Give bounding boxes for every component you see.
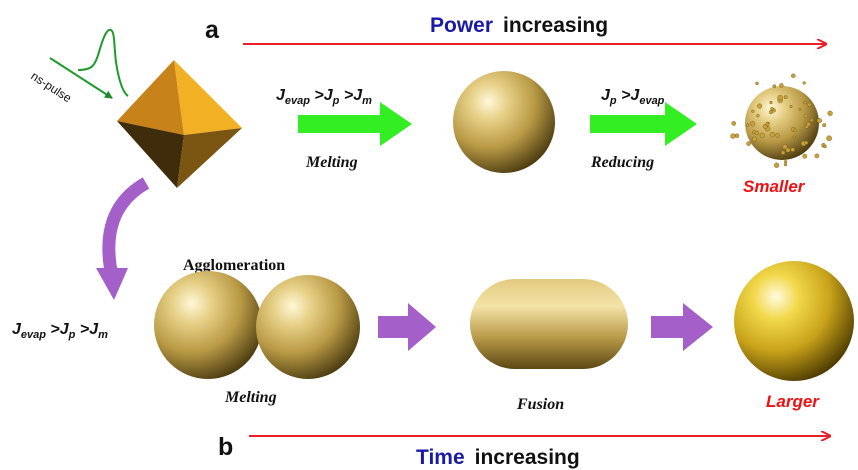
satellite-particle xyxy=(775,133,780,138)
fused-capsule xyxy=(470,279,628,369)
step-b-fusion: Fusion xyxy=(516,396,564,413)
satellite-particle xyxy=(754,130,759,136)
purple-arrow-1 xyxy=(378,303,436,351)
satellite-particle xyxy=(756,114,760,118)
panel-b-letter: b xyxy=(218,433,233,461)
satellite-particle xyxy=(780,150,786,155)
agglomerate-sphere-right xyxy=(256,275,360,379)
purple-arrow-2 xyxy=(651,303,713,351)
satellite-particle xyxy=(806,121,811,127)
satellite-particle xyxy=(765,122,770,127)
satellite-particles xyxy=(730,73,833,168)
result-larger: Larger xyxy=(766,392,820,411)
satellite-particle xyxy=(769,100,773,105)
satellite-particle xyxy=(791,73,796,78)
satellite-particle xyxy=(770,106,774,111)
step-a-reducing: Reducing xyxy=(590,154,654,171)
satellite-particle xyxy=(802,81,806,85)
step-a-melting: Melting xyxy=(305,154,358,171)
pulse-curve xyxy=(77,28,129,97)
satellite-particle xyxy=(757,103,763,109)
satellite-particle xyxy=(790,147,795,152)
agglomerate-sphere-left xyxy=(154,271,262,379)
condition-a2: Jp >Jevap xyxy=(601,87,665,107)
time-trend-label: Time increasing xyxy=(416,446,580,469)
green-arrow-melting xyxy=(298,102,412,146)
satellite-particle xyxy=(777,94,783,101)
satellite-particle xyxy=(752,136,757,142)
satellite-particle xyxy=(814,153,820,159)
satellite-particle xyxy=(793,128,797,133)
satellite-particle xyxy=(810,118,814,123)
larger-sphere xyxy=(734,261,854,381)
satellite-particle xyxy=(745,123,750,127)
satellite-particle xyxy=(751,109,755,113)
satellite-particle xyxy=(772,84,777,88)
satellite-particle xyxy=(804,140,809,145)
purple-curved-arrow xyxy=(96,177,150,300)
satellite-particle xyxy=(782,144,788,150)
condition-a1: Jevap >Jp >Jm xyxy=(276,87,372,107)
satellite-particle xyxy=(759,132,765,138)
power-trend-label: Power increasing xyxy=(430,14,608,37)
satellite-particle xyxy=(807,102,812,107)
molten-sphere xyxy=(453,71,555,173)
satellite-particle xyxy=(792,135,796,139)
satellite-particle xyxy=(773,162,780,168)
satellite-particle xyxy=(823,144,827,149)
satellite-particle xyxy=(816,117,822,124)
pulse-label: ns-pulse xyxy=(28,69,74,106)
step-b-melting: Melting xyxy=(224,389,277,406)
pulse-arrow xyxy=(49,57,113,99)
satellite-particle xyxy=(822,123,827,128)
satellite-particle xyxy=(802,153,808,159)
agglomeration-label: Agglomeration xyxy=(183,257,285,274)
satellite-particle xyxy=(783,95,788,100)
satellite-particle xyxy=(827,110,833,116)
satellite-particle xyxy=(783,163,788,167)
satellite-particle xyxy=(769,110,774,115)
satellite-particle xyxy=(755,81,759,86)
satellite-particle xyxy=(785,147,791,153)
satellite-particle xyxy=(730,133,736,139)
satellite-particle xyxy=(769,132,776,138)
satellite-particle xyxy=(803,100,807,105)
satellite-particle xyxy=(798,107,802,111)
satellite-particle xyxy=(731,121,737,126)
satellite-particle xyxy=(783,160,788,164)
satellite-particle xyxy=(749,121,756,127)
satellite-particle xyxy=(826,135,832,142)
reduced-sphere xyxy=(745,86,819,160)
octahedron-particle xyxy=(117,60,242,188)
satellite-particle xyxy=(746,141,751,146)
satellite-particle xyxy=(789,105,793,109)
panel-a-letter: a xyxy=(205,16,220,44)
result-smaller: Smaller xyxy=(743,177,806,196)
satellite-particle xyxy=(804,114,809,119)
green-arrow-reducing xyxy=(590,102,697,146)
condition-b: Jevap >Jp >Jm xyxy=(12,321,108,341)
satellite-particle xyxy=(779,83,784,88)
